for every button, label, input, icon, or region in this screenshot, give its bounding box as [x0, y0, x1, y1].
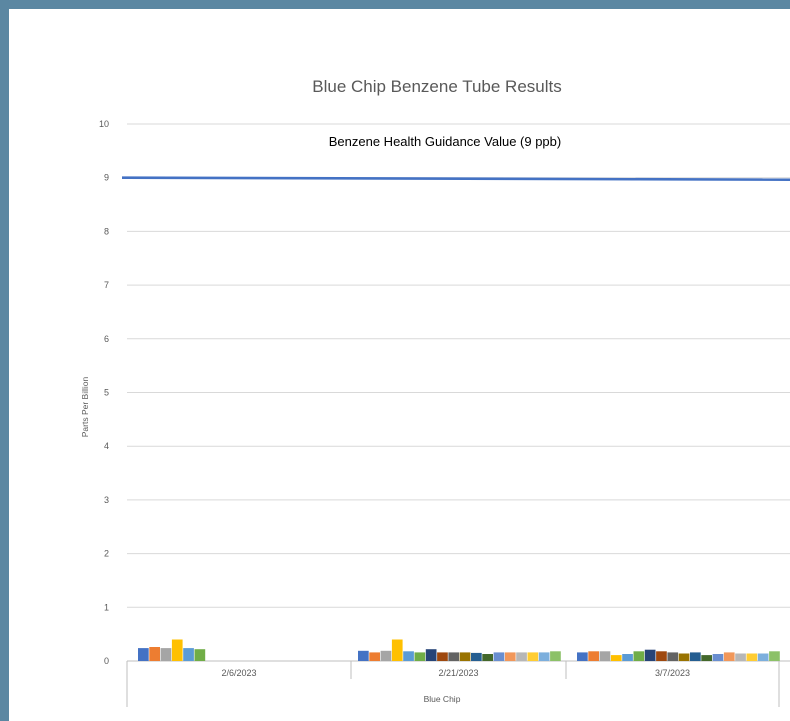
- category-label: 2/6/2023: [221, 668, 256, 678]
- bar: [577, 652, 588, 661]
- chart-panel: 0 1 2 3 4 5 6 7 8 9 10 2/6/2023 2/21/2023 3/7/2023 B…: [9, 9, 790, 721]
- bar: [527, 652, 539, 661]
- bar: [633, 651, 645, 661]
- bar: [504, 652, 516, 661]
- y-tick-label: 4: [104, 441, 109, 451]
- y-tick-label: 3: [104, 495, 109, 505]
- bar: [610, 655, 622, 661]
- bar: [588, 651, 599, 661]
- bar: [667, 652, 679, 661]
- chart-svg: 0 1 2 3 4 5 6 7 8 9 10 2/6/2023 2/21/2023 3/7/2023 B…: [80, 77, 790, 707]
- bar: [656, 651, 667, 661]
- bar: [493, 652, 505, 661]
- y-tick-label: 5: [104, 388, 109, 398]
- bar: [701, 655, 712, 661]
- y-axis-title: Parts Per Billion: [80, 376, 90, 437]
- bar: [194, 649, 206, 661]
- bar: [769, 651, 780, 661]
- bar: [425, 649, 437, 661]
- y-tick-label: 7: [104, 280, 109, 290]
- bar: [171, 639, 183, 661]
- gridlines: [127, 123, 790, 608]
- bar: [622, 654, 633, 661]
- bar: [380, 650, 392, 661]
- category-label: 2/21/2023: [438, 668, 478, 678]
- bar: [516, 652, 527, 661]
- y-tick-label: 8: [104, 226, 109, 236]
- bar: [369, 652, 380, 661]
- bar: [550, 651, 561, 661]
- category-label: 3/7/2023: [655, 668, 690, 678]
- bar: [160, 648, 172, 661]
- bar: [391, 639, 403, 661]
- bar: [735, 653, 746, 661]
- bars: [138, 639, 780, 661]
- bar: [471, 652, 482, 661]
- reference-line: [121, 176, 790, 181]
- bar: [183, 648, 194, 661]
- bar: [644, 649, 656, 661]
- y-tick-label: 1: [104, 602, 109, 612]
- bar: [414, 652, 426, 661]
- bar: [459, 652, 471, 661]
- chart-title: Blue Chip Benzene Tube Results: [312, 77, 562, 96]
- bar: [437, 652, 448, 661]
- y-tick-label: 9: [104, 173, 109, 183]
- reference-line-label: Benzene Health Guidance Value (9 ppb): [329, 134, 561, 149]
- y-tick-labels: 0 1 2 3 4 5 6 7 8 9 10: [99, 119, 109, 666]
- bar: [599, 651, 611, 661]
- y-tick-label: 2: [104, 549, 109, 559]
- y-tick-label: 0: [104, 656, 109, 666]
- bar: [757, 653, 769, 661]
- bar: [358, 650, 369, 661]
- bar: [723, 652, 735, 661]
- bar: [538, 652, 550, 661]
- bar: [712, 654, 724, 661]
- bar: [149, 647, 160, 661]
- y-tick-label: 6: [104, 334, 109, 344]
- bar: [746, 653, 758, 661]
- reference-line-group: [121, 176, 790, 181]
- bar: [403, 651, 414, 661]
- x-axis-title: Blue Chip: [424, 694, 461, 704]
- bar: [448, 652, 460, 661]
- category-labels: 2/6/2023 2/21/2023 3/7/2023: [221, 668, 690, 678]
- y-tick-label: 10: [99, 119, 109, 129]
- bar: [138, 648, 149, 661]
- bar: [690, 652, 701, 661]
- bar: [482, 654, 493, 661]
- bar: [678, 653, 690, 661]
